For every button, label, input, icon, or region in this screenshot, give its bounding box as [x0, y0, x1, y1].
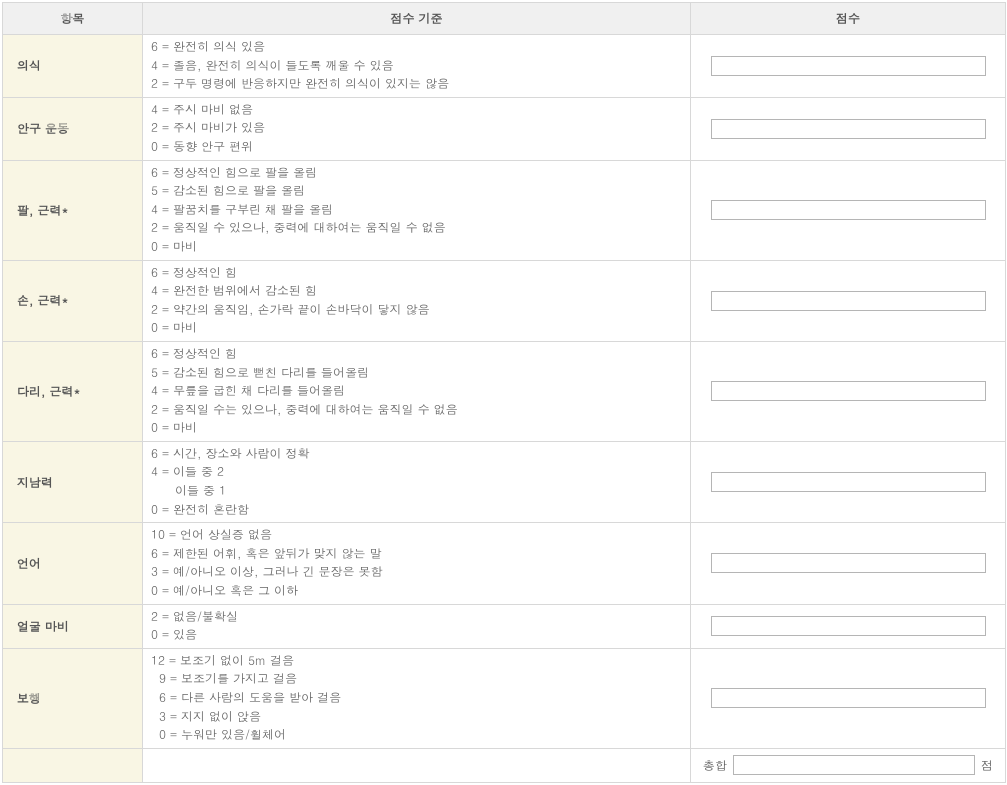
item-label: 손, 근력*	[3, 260, 143, 341]
table-row: 얼굴 마비2 = 없음/불확실 0 = 있음	[3, 604, 1006, 648]
score-input[interactable]	[711, 291, 986, 311]
table-row: 팔, 근력*6 = 정상적인 힘으로 팔을 올림 5 = 감소된 힘으로 팔을 …	[3, 160, 1006, 260]
score-cell	[691, 97, 1006, 160]
criteria-text: 2 = 없음/불확실 0 = 있음	[143, 604, 691, 648]
total-blank-criteria	[143, 748, 691, 782]
score-cell	[691, 523, 1006, 604]
item-label: 얼굴 마비	[3, 604, 143, 648]
item-label: 지남력	[3, 441, 143, 522]
criteria-text: 6 = 정상적인 힘으로 팔을 올림 5 = 감소된 힘으로 팔을 올림 4 =…	[143, 160, 691, 260]
score-cell	[691, 35, 1006, 98]
score-input[interactable]	[711, 553, 986, 573]
score-cell	[691, 341, 1006, 441]
table-row: 다리, 근력*6 = 정상적인 힘 5 = 감소된 힘으로 뻗친 다리를 들어올…	[3, 341, 1006, 441]
score-input[interactable]	[711, 616, 986, 636]
header-item: 항목	[3, 3, 143, 35]
total-row: 총합 점	[3, 748, 1006, 782]
total-input[interactable]	[733, 755, 975, 775]
total-unit: 점	[981, 757, 993, 774]
item-label: 언어	[3, 523, 143, 604]
item-label: 안구 운동	[3, 97, 143, 160]
score-input[interactable]	[711, 381, 986, 401]
score-cell	[691, 441, 1006, 522]
criteria-text: 6 = 정상적인 힘 4 = 완전한 범위에서 감소된 힘 2 = 약간의 움직…	[143, 260, 691, 341]
item-label: 의식	[3, 35, 143, 98]
table-row: 보행12 = 보조기 없이 5m 걸음 9 = 보조기를 가지고 걸음 6 = …	[3, 648, 1006, 748]
criteria-text: 4 = 주시 마비 없음 2 = 주시 마비가 있음 0 = 동향 안구 편위	[143, 97, 691, 160]
total-cell: 총합 점	[691, 748, 1006, 782]
table-row: 손, 근력*6 = 정상적인 힘 4 = 완전한 범위에서 감소된 힘 2 = …	[3, 260, 1006, 341]
table-header-row: 항목 점수 기준 점수	[3, 3, 1006, 35]
score-cell	[691, 260, 1006, 341]
score-input[interactable]	[711, 119, 986, 139]
header-score: 점수	[691, 3, 1006, 35]
item-label: 다리, 근력*	[3, 341, 143, 441]
item-label: 팔, 근력*	[3, 160, 143, 260]
table-row: 안구 운동4 = 주시 마비 없음 2 = 주시 마비가 있음 0 = 동향 안…	[3, 97, 1006, 160]
score-input[interactable]	[711, 688, 986, 708]
header-criteria: 점수 기준	[143, 3, 691, 35]
scoring-table: 항목 점수 기준 점수 의식6 = 완전히 의식 있음 4 = 졸음, 완전히 …	[2, 2, 1006, 783]
table-row: 지남력6 = 시간, 장소와 사람이 정확 4 = 이들 중 2 이들 중 1 …	[3, 441, 1006, 522]
score-cell	[691, 160, 1006, 260]
criteria-text: 6 = 완전히 의식 있음 4 = 졸음, 완전히 의식이 들도록 깨울 수 있…	[143, 35, 691, 98]
criteria-text: 12 = 보조기 없이 5m 걸음 9 = 보조기를 가지고 걸음 6 = 다른…	[143, 648, 691, 748]
score-input[interactable]	[711, 200, 986, 220]
table-row: 언어10 = 언어 상실증 없음 6 = 제한된 어휘, 혹은 앞뒤가 맞지 않…	[3, 523, 1006, 604]
score-input[interactable]	[711, 56, 986, 76]
total-blank-item	[3, 748, 143, 782]
criteria-text: 6 = 정상적인 힘 5 = 감소된 힘으로 뻗친 다리를 들어올림 4 = 무…	[143, 341, 691, 441]
score-input[interactable]	[711, 472, 986, 492]
table-row: 의식6 = 완전히 의식 있음 4 = 졸음, 완전히 의식이 들도록 깨울 수…	[3, 35, 1006, 98]
score-cell	[691, 604, 1006, 648]
item-label: 보행	[3, 648, 143, 748]
criteria-text: 10 = 언어 상실증 없음 6 = 제한된 어휘, 혹은 앞뒤가 맞지 않는 …	[143, 523, 691, 604]
score-cell	[691, 648, 1006, 748]
criteria-text: 6 = 시간, 장소와 사람이 정확 4 = 이들 중 2 이들 중 1 0 =…	[143, 441, 691, 522]
total-label: 총합	[703, 757, 727, 774]
